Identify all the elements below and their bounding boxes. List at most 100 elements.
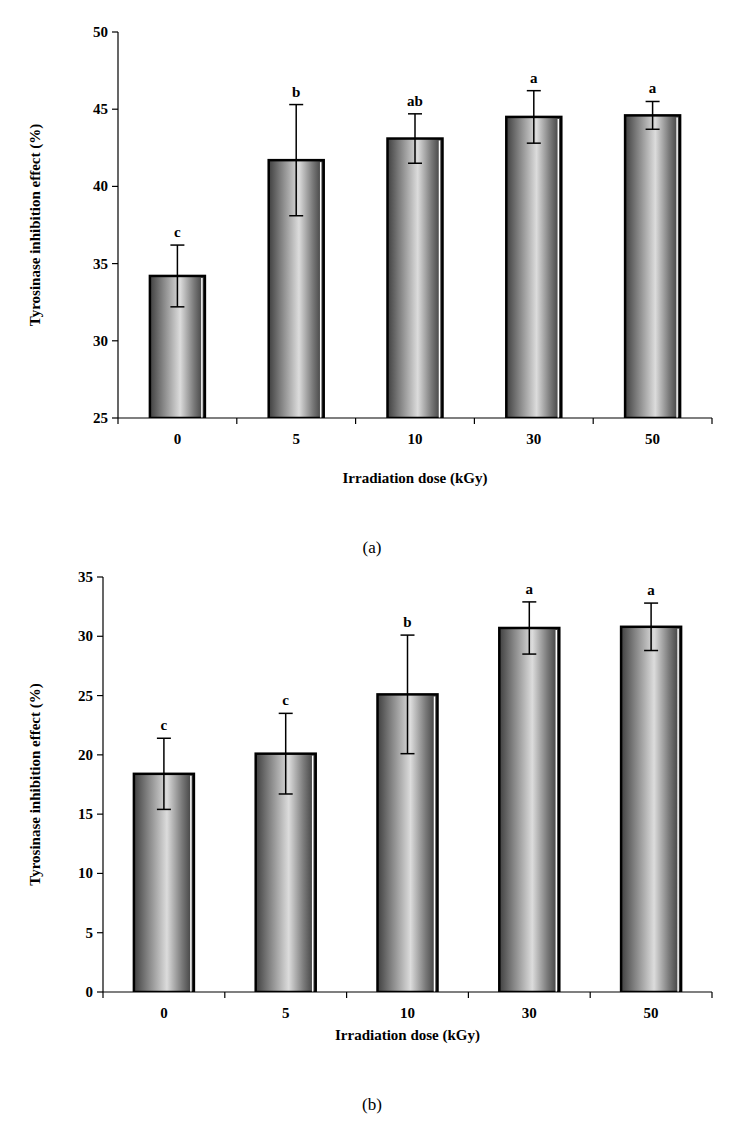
x-tick [102, 992, 103, 998]
bar-highlight [190, 776, 192, 992]
x-tick [355, 418, 356, 424]
error-bar [646, 101, 660, 129]
error-cap [644, 650, 658, 652]
error-stem [407, 635, 409, 754]
annotation: c [161, 717, 168, 733]
error-bar [644, 603, 658, 650]
error-bar [279, 713, 293, 794]
error-cap [646, 129, 660, 131]
annotation: ab [407, 93, 423, 109]
y-axis-label: Tyrosinase inhibition effect (%) [27, 124, 44, 326]
error-cap [279, 713, 293, 715]
bar-highlight [439, 141, 441, 418]
y-tick [112, 340, 118, 341]
y-tick [112, 186, 118, 187]
error-cap [408, 113, 422, 115]
y-tick [112, 109, 118, 110]
error-cap [157, 738, 171, 740]
error-stem [177, 245, 179, 307]
bar-highlight [312, 756, 314, 992]
error-cap [522, 601, 536, 603]
error-cap [401, 634, 415, 636]
y-axis [102, 577, 103, 992]
figure: cbabaa25303540455005103050Irradiation do… [0, 0, 742, 1129]
x-tick [474, 418, 475, 424]
y-tick-label: 20 [78, 747, 93, 763]
error-cap [170, 244, 184, 246]
error-stem [652, 101, 654, 129]
y-tick-label: 45 [93, 101, 108, 117]
error-cap [408, 162, 422, 164]
bar-highlight [676, 117, 678, 418]
y-tick [112, 31, 118, 32]
error-cap [522, 653, 536, 655]
bar [506, 117, 561, 418]
annotation: a [647, 582, 655, 598]
bar-highlight [434, 696, 436, 992]
y-tick [97, 814, 103, 815]
error-stem [533, 91, 535, 143]
bar [625, 115, 680, 418]
bar-highlight [201, 278, 203, 418]
y-tick-label: 25 [93, 410, 108, 426]
x-tick-label: 5 [282, 1005, 290, 1021]
x-tick-label: 50 [644, 1005, 659, 1021]
x-tick [468, 992, 469, 998]
y-tick-label: 25 [78, 688, 93, 704]
y-tick-label: 40 [93, 178, 108, 194]
annotation: b [292, 84, 300, 100]
annotation: a [530, 70, 538, 86]
x-tick [346, 992, 347, 998]
annotation: a [649, 80, 657, 96]
error-bar [522, 602, 536, 654]
y-tick [97, 873, 103, 874]
y-tick-label: 0 [86, 984, 94, 1000]
y-axis [117, 32, 118, 418]
chart: ccbaa0510152025303505103050Irradiation d… [27, 569, 712, 1114]
x-axis-label: Irradiation dose (kGy) [335, 1027, 480, 1044]
error-bar [408, 114, 422, 163]
bars [134, 602, 681, 992]
y-tick-label: 5 [86, 925, 94, 941]
x-axis-label: Irradiation dose (kGy) [342, 470, 487, 487]
error-cap [289, 215, 303, 217]
error-cap [527, 142, 541, 144]
bar [388, 139, 443, 418]
y-tick-label: 15 [78, 806, 93, 822]
x-tick [711, 418, 712, 424]
error-cap [527, 90, 541, 92]
error-bar [157, 738, 171, 809]
x-tick-label: 30 [522, 1005, 537, 1021]
bar [499, 628, 559, 992]
error-stem [650, 603, 652, 650]
caption: (b) [362, 1095, 382, 1114]
annotation: b [403, 614, 411, 630]
error-cap [646, 101, 660, 103]
x-tick [224, 992, 225, 998]
error-bar [401, 635, 415, 754]
annotation: a [526, 581, 534, 597]
y-tick-label: 10 [78, 865, 93, 881]
x-tick-label: 50 [645, 431, 660, 447]
error-cap [157, 809, 171, 811]
x-tick-label: 0 [174, 431, 182, 447]
error-bar [527, 91, 541, 143]
error-cap [289, 104, 303, 106]
error-bar [170, 245, 184, 307]
x-tick-label: 10 [400, 1005, 415, 1021]
y-tick [97, 576, 103, 577]
error-stem [295, 105, 297, 216]
y-tick-label: 50 [93, 24, 108, 40]
y-tick [97, 932, 103, 933]
error-stem [414, 114, 416, 163]
annotation: c [174, 224, 181, 240]
error-stem [529, 602, 531, 654]
error-stem [285, 713, 287, 794]
y-tick [97, 636, 103, 637]
error-stem [163, 738, 165, 809]
x-axis [118, 417, 712, 418]
x-tick-label: 5 [292, 431, 300, 447]
x-tick-label: 0 [160, 1005, 168, 1021]
error-cap [170, 306, 184, 308]
x-tick [236, 418, 237, 424]
